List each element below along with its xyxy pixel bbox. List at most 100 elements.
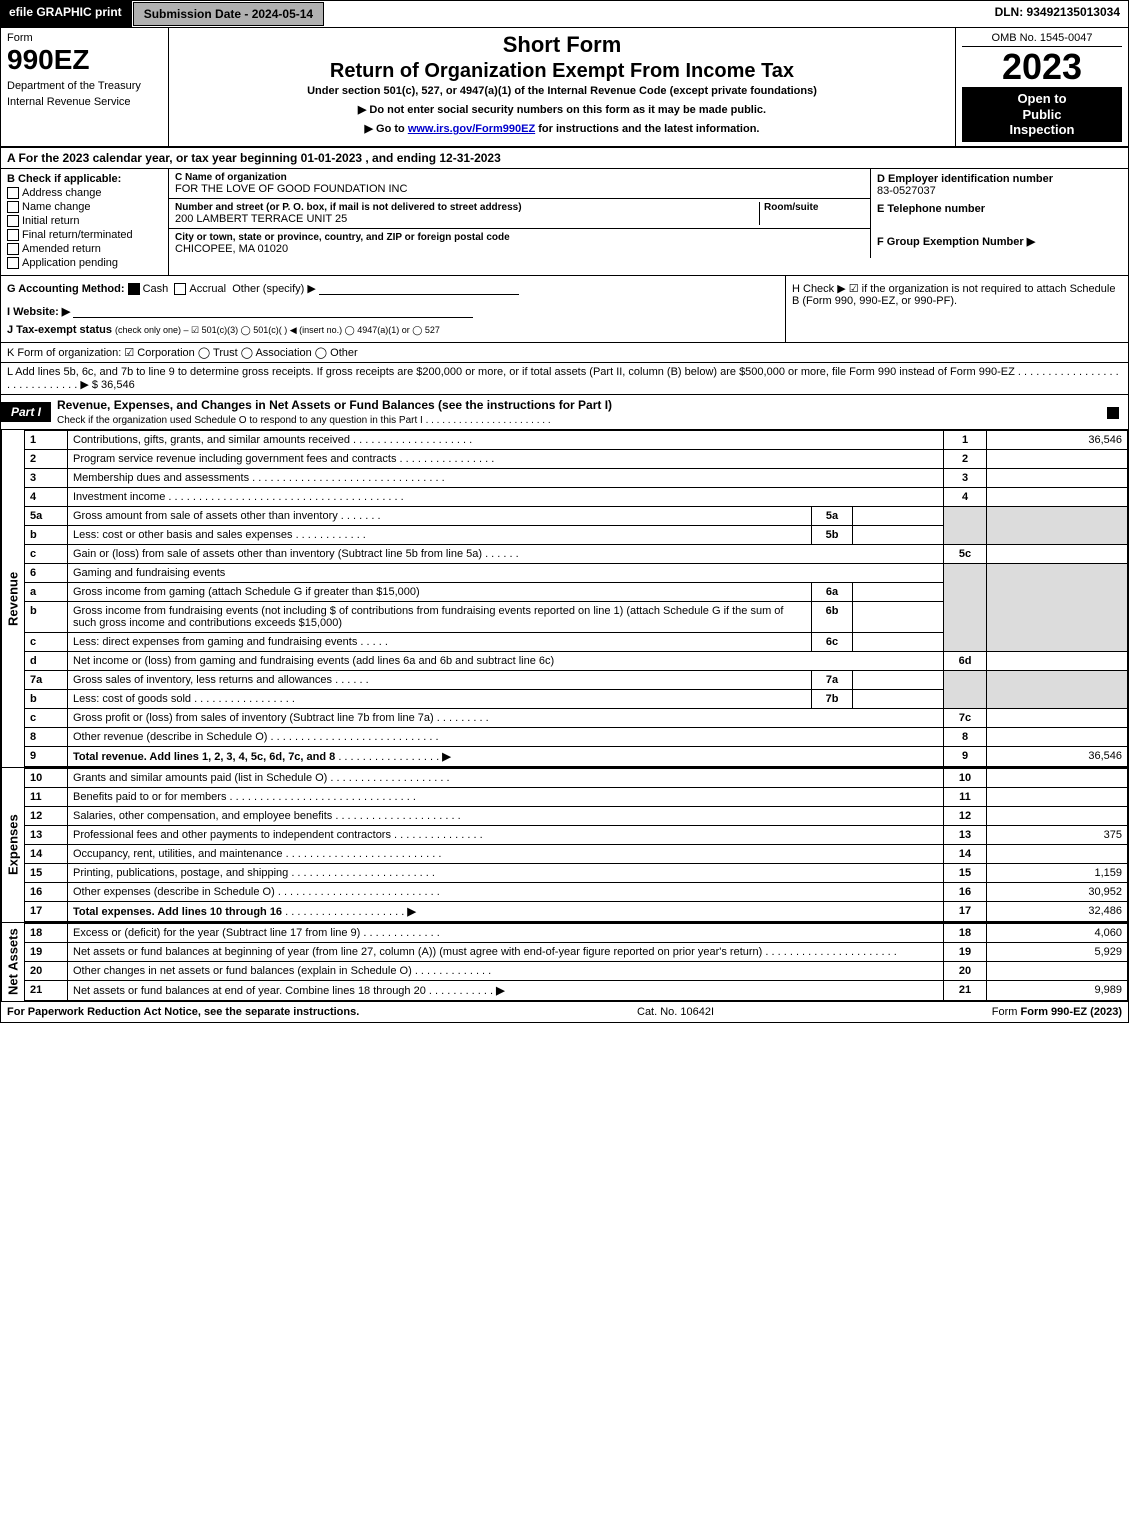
netassets-lines: 18Excess or (deficit) for the year (Subt… (24, 923, 1128, 1001)
line-4: 4Investment income . . . . . . . . . . .… (25, 488, 1128, 507)
part1-check[interactable] (1101, 402, 1128, 422)
header-left: Form 990EZ Department of the Treasury In… (1, 28, 169, 146)
notice-link: ▶ Go to www.irs.gov/Form990EZ for instru… (175, 122, 949, 135)
line-18: 18Excess or (deficit) for the year (Subt… (25, 924, 1128, 943)
title-sub: Under section 501(c), 527, or 4947(a)(1)… (175, 85, 949, 97)
line-7c: cGross profit or (loss) from sales of in… (25, 709, 1128, 728)
g-label: G Accounting Method: (7, 283, 125, 295)
expenses-section: Expenses 10Grants and similar amounts pa… (1, 768, 1128, 923)
line-16: 16Other expenses (describe in Schedule O… (25, 883, 1128, 902)
netassets-table: 18Excess or (deficit) for the year (Subt… (24, 923, 1128, 1001)
other-specify-field[interactable] (319, 294, 519, 295)
notice2-post: for instructions and the latest informat… (535, 123, 759, 135)
j-label: J Tax-exempt status (7, 324, 112, 336)
notice-ssn: ▶ Do not enter social security numbers o… (175, 103, 949, 116)
footer-mid: Cat. No. 10642I (637, 1006, 714, 1018)
revenue-table: 1Contributions, gifts, grants, and simil… (24, 430, 1128, 767)
line-12: 12Salaries, other compensation, and empl… (25, 807, 1128, 826)
line-11: 11Benefits paid to or for members . . . … (25, 788, 1128, 807)
col-b: B Check if applicable: Address change Na… (1, 169, 169, 276)
line-5a: 5aGross amount from sale of assets other… (25, 507, 1128, 526)
part1-title: Revenue, Expenses, and Changes in Net As… (51, 395, 1101, 429)
revenue-lines: 1Contributions, gifts, grants, and simil… (24, 430, 1128, 767)
form-word: Form (7, 32, 162, 44)
title-short-form: Short Form (175, 32, 949, 58)
submission-date: Submission Date - 2024-05-14 (133, 2, 324, 26)
line-3: 3Membership dues and assessments . . . .… (25, 469, 1128, 488)
side-revenue: Revenue (1, 430, 24, 767)
irs-link[interactable]: www.irs.gov/Form990EZ (408, 123, 535, 135)
line-17: 17Total expenses. Add lines 10 through 1… (25, 902, 1128, 922)
form-container: efile GRAPHIC print Submission Date - 20… (0, 0, 1129, 1023)
part1-header: Part I Revenue, Expenses, and Changes in… (1, 395, 1128, 430)
chk-initial-return[interactable]: Initial return (7, 215, 162, 227)
cell-addr: Number and street (or P. O. box, if mail… (169, 199, 870, 229)
cell-name: C Name of organization FOR THE LOVE OF G… (169, 169, 870, 199)
revenue-section: Revenue 1Contributions, gifts, grants, a… (1, 430, 1128, 768)
line-6: 6Gaming and fundraising events (25, 564, 1128, 583)
chk-name-change[interactable]: Name change (7, 201, 162, 213)
chk-final-return[interactable]: Final return/terminated (7, 229, 162, 241)
chk-address-change[interactable]: Address change (7, 187, 162, 199)
c-label: C Name of organization (175, 172, 864, 183)
j-line: J Tax-exempt status (check only one) – ☑… (7, 324, 779, 336)
line-5c: cGain or (loss) from sale of assets othe… (25, 545, 1128, 564)
org-name: FOR THE LOVE OF GOOD FOUNDATION INC (175, 183, 864, 195)
form-number: 990EZ (7, 44, 162, 76)
dln: DLN: 93492135013034 (987, 1, 1128, 27)
notice2-pre: ▶ Go to (365, 123, 408, 135)
header-center: Short Form Return of Organization Exempt… (169, 28, 955, 146)
chk-accrual[interactable] (174, 283, 186, 295)
omb-number: OMB No. 1545-0047 (962, 32, 1122, 47)
inspect2: Public (966, 107, 1118, 123)
line-6d: dNet income or (loss) from gaming and fu… (25, 652, 1128, 671)
line-1: 1Contributions, gifts, grants, and simil… (25, 431, 1128, 450)
part1-check-note: Check if the organization used Schedule … (57, 415, 551, 426)
inspect1: Open to (966, 91, 1118, 107)
inspect3: Inspection (966, 122, 1118, 138)
chk-cash[interactable] (128, 283, 140, 295)
topbar: efile GRAPHIC print Submission Date - 20… (1, 1, 1128, 28)
d-label: D Employer identification number (877, 173, 1122, 185)
section-a: A For the 2023 calendar year, or tax yea… (1, 148, 1128, 169)
k-line: K Form of organization: ☑ Corporation ◯ … (1, 343, 1128, 363)
expenses-lines: 10Grants and similar amounts paid (list … (24, 768, 1128, 922)
efile-label: efile GRAPHIC print (1, 1, 132, 27)
phone-blank (877, 215, 1122, 229)
footer: For Paperwork Reduction Act Notice, see … (1, 1001, 1128, 1022)
j-rest: (check only one) – ☑ 501(c)(3) ◯ 501(c)(… (115, 325, 440, 335)
part1-label: Part I (1, 402, 51, 422)
footer-left: For Paperwork Reduction Act Notice, see … (7, 1006, 359, 1018)
expenses-table: 10Grants and similar amounts paid (list … (24, 768, 1128, 922)
addr-col: Number and street (or P. O. box, if mail… (175, 202, 760, 225)
g-line: G Accounting Method: Cash Accrual Other … (7, 282, 779, 295)
gh-left: G Accounting Method: Cash Accrual Other … (1, 276, 785, 342)
footer-right: Form Form 990-EZ (2023) (992, 1006, 1122, 1018)
f-label: F Group Exemption Number ▶ (877, 235, 1122, 248)
room-label: Room/suite (764, 202, 864, 213)
line-2: 2Program service revenue including gover… (25, 450, 1128, 469)
line-21: 21Net assets or fund balances at end of … (25, 981, 1128, 1001)
website-field[interactable] (73, 317, 473, 318)
addr-label: Number and street (or P. O. box, if mail… (175, 202, 755, 213)
ein: 83-0527037 (877, 185, 1122, 197)
line-20: 20Other changes in net assets or fund ba… (25, 962, 1128, 981)
chk-amended[interactable]: Amended return (7, 243, 162, 255)
gh-right: H Check ▶ ☑ if the organization is not r… (785, 276, 1128, 342)
cd-left: C Name of organization FOR THE LOVE OF G… (169, 169, 871, 258)
addr-value: 200 LAMBERT TERRACE UNIT 25 (175, 213, 755, 225)
col-cd: C Name of organization FOR THE LOVE OF G… (169, 169, 1128, 276)
line-19: 19Net assets or fund balances at beginni… (25, 943, 1128, 962)
chk-pending[interactable]: Application pending (7, 257, 162, 269)
i-line: I Website: ▶ (7, 305, 779, 318)
line-7a: 7aGross sales of inventory, less returns… (25, 671, 1128, 690)
city-label: City or town, state or province, country… (175, 232, 864, 243)
side-netassets: Net Assets (1, 923, 24, 1001)
side-expenses: Expenses (1, 768, 24, 922)
h-text: H Check ▶ ☑ if the organization is not r… (792, 282, 1122, 307)
line-10: 10Grants and similar amounts paid (list … (25, 769, 1128, 788)
irs-name: Internal Revenue Service (7, 96, 162, 108)
title-return: Return of Organization Exempt From Incom… (175, 60, 949, 83)
topbar-spacer (325, 1, 986, 27)
line-14: 14Occupancy, rent, utilities, and mainte… (25, 845, 1128, 864)
